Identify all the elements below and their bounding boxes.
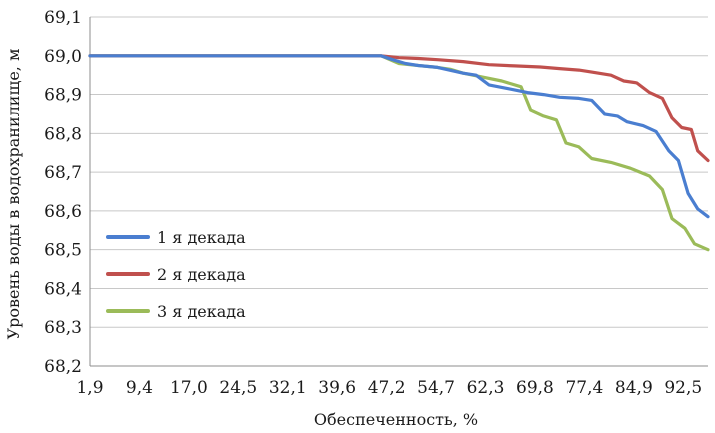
legend-label-3: 3 я декада — [157, 302, 246, 321]
x-tick-label: 39,6 — [318, 378, 356, 398]
series-line-1 — [88, 54, 710, 219]
y-axis-title: Уровень воды в водохранилище, м — [4, 49, 23, 340]
x-tick-label: 1,9 — [76, 378, 103, 398]
x-tick-labels: 1,9 9,4 17,0 24,5 32,1 39,6 47,2 54,7 62,3 69,8 77… — [76, 378, 702, 398]
x-tick-label: 54,7 — [417, 378, 455, 398]
y-tick-label: 68,5 — [44, 241, 82, 261]
x-tick-label: 17,0 — [170, 378, 208, 398]
legend-label-1: 1 я декада — [157, 228, 246, 247]
x-tick-label: 9,4 — [126, 378, 153, 398]
y-tick-label: 68,8 — [44, 124, 82, 144]
x-tick-label: 32,1 — [269, 378, 307, 398]
axes — [89, 17, 708, 367]
y-tick-label: 68,6 — [44, 202, 82, 222]
legend: 1 я декада 2 я декада 3 я декада — [106, 228, 246, 321]
x-tick-label: 62,3 — [467, 378, 505, 398]
gridlines — [90, 16, 708, 328]
y-tick-label: 69,0 — [44, 47, 82, 67]
x-tick-label: 77,4 — [565, 378, 603, 398]
x-tick-label: 24,5 — [219, 378, 257, 398]
x-tick-label: 92,5 — [664, 378, 702, 398]
series-line-2 — [88, 54, 710, 163]
legend-label-2: 2 я декада — [157, 265, 246, 284]
y-tick-label: 68,3 — [44, 318, 82, 338]
y-tick-label: 68,7 — [44, 163, 82, 183]
x-tick-label: 84,9 — [615, 378, 653, 398]
y-tick-labels: 68,2 68,3 68,4 68,5 68,6 68,7 68,8 68,9 69,0 69,1 — [44, 8, 82, 377]
y-tick-label: 68,2 — [44, 357, 82, 377]
y-tick-label: 68,9 — [44, 86, 82, 106]
y-tick-label: 69,1 — [44, 8, 82, 28]
x-tick-label: 69,8 — [516, 378, 554, 398]
x-axis-title: Обеспеченность, % — [314, 410, 478, 429]
x-tick-label: 47,2 — [368, 378, 406, 398]
y-tick-label: 68,4 — [44, 279, 82, 299]
series-lines — [88, 54, 710, 252]
